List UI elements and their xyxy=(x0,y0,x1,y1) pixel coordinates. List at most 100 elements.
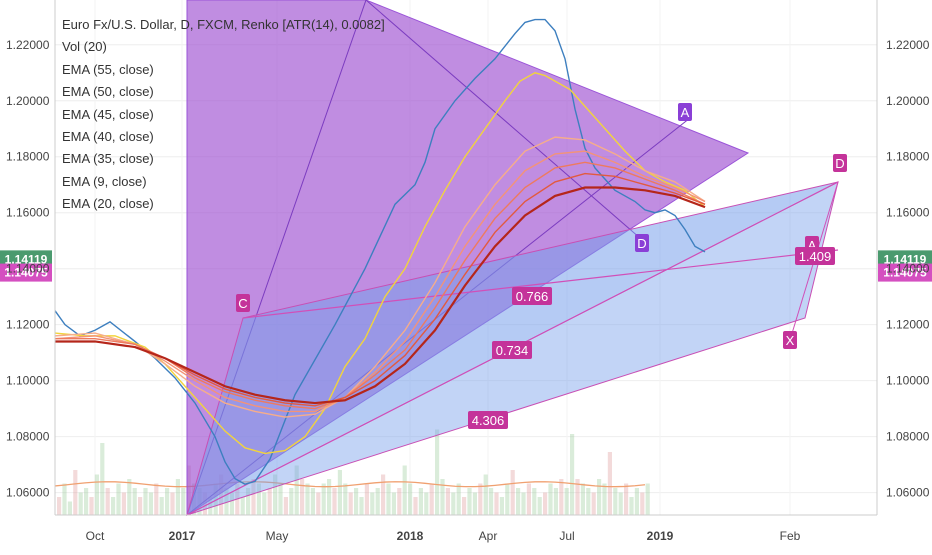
volume-bar xyxy=(332,488,337,515)
pattern-label: D xyxy=(835,156,844,171)
volume-bar xyxy=(300,479,305,515)
volume-bar xyxy=(316,492,321,515)
volume-bar xyxy=(111,497,116,515)
x-tick-label: Oct xyxy=(86,529,105,543)
volume-bar xyxy=(246,488,251,515)
x-tick-label: Jul xyxy=(559,529,574,543)
x-tick-label: 2018 xyxy=(397,529,424,543)
volume-bar xyxy=(397,488,402,515)
volume-bar xyxy=(310,488,315,515)
volume-bar xyxy=(127,479,132,515)
volume-bar xyxy=(116,483,121,515)
volume-bar xyxy=(483,474,488,515)
pattern-label-box xyxy=(468,411,508,429)
pattern-label: C xyxy=(238,296,247,311)
volume-bar xyxy=(467,488,472,515)
volume-bar xyxy=(543,492,548,515)
volume-bar xyxy=(348,492,353,515)
volume-bar xyxy=(526,483,531,515)
volume-bar xyxy=(618,492,623,515)
volume-bar xyxy=(532,488,537,515)
pattern-label-box xyxy=(492,341,532,359)
volume-bar xyxy=(321,483,326,515)
volume-bar xyxy=(262,492,267,515)
volume-bar xyxy=(170,492,175,515)
pattern-label: A xyxy=(808,238,817,253)
volume-bar xyxy=(640,492,645,515)
series-line xyxy=(54,150,706,413)
pattern-label-box xyxy=(236,294,250,312)
volume-bar xyxy=(413,497,418,515)
volume-bar xyxy=(478,483,483,515)
y-tick-label-right: 1.08000 xyxy=(886,430,930,444)
volume-bar xyxy=(575,479,580,515)
y-tick-label-right: 1.06000 xyxy=(886,486,930,500)
volume-bar xyxy=(89,497,94,515)
y-tick-label-right: 1.14000 xyxy=(886,262,930,276)
legend-item-ema-50: EMA (50, close) xyxy=(62,84,154,100)
pattern-label-box xyxy=(512,287,552,305)
series-line xyxy=(55,172,706,407)
volume-bar xyxy=(229,492,234,515)
legend-item-ema-20: EMA (20, close) xyxy=(62,196,154,212)
y-tick-label-left: 1.18000 xyxy=(6,150,50,164)
series-line xyxy=(54,72,706,455)
volume-bar xyxy=(516,488,521,515)
y-tick-label-left: 1.12000 xyxy=(6,318,50,332)
volume-bar xyxy=(602,483,607,515)
volume-bar xyxy=(391,492,396,515)
volume-bar xyxy=(559,479,564,515)
volume-bar xyxy=(597,479,602,515)
volume-bar xyxy=(451,492,456,515)
price-tag-right xyxy=(878,263,932,282)
x-tick-label: Apr xyxy=(479,529,498,543)
y-tick-label-left: 1.16000 xyxy=(6,206,50,220)
volume-bar xyxy=(586,488,591,515)
volume-bar xyxy=(402,465,407,515)
volume-bar xyxy=(73,470,78,515)
volume-bar xyxy=(283,497,288,515)
volume-bar xyxy=(375,488,380,515)
y-tick-label-left: 1.20000 xyxy=(6,94,50,108)
volume-bar xyxy=(359,497,364,515)
legend-item-ema-45: EMA (45, close) xyxy=(62,106,154,122)
pattern-label-box xyxy=(795,247,835,265)
volume-bar xyxy=(100,443,105,515)
volume-bar xyxy=(370,492,375,515)
series-line xyxy=(54,18,706,485)
volume-bar xyxy=(440,479,445,515)
volume-bar xyxy=(154,483,159,515)
legend-item-vol: Vol (20) xyxy=(62,39,107,55)
y-tick-label-right: 1.10000 xyxy=(886,374,930,388)
y-tick-label-left: 1.22000 xyxy=(6,38,50,52)
volume-bar xyxy=(564,488,569,515)
pattern-label: X xyxy=(786,333,795,348)
pattern-label-box xyxy=(833,154,847,172)
price-tag-right-label: 1.14119 xyxy=(884,252,927,266)
volume-bar xyxy=(294,465,299,515)
legend-item-ema-55: EMA (55, close) xyxy=(62,61,154,77)
y-tick-label-right: 1.20000 xyxy=(886,94,930,108)
volume-bar xyxy=(78,492,83,515)
volume-bar xyxy=(278,483,283,515)
price-tag-left-label: 1.14119 xyxy=(5,252,48,266)
volume-bar xyxy=(472,492,477,515)
pattern-label: A xyxy=(681,105,690,120)
volume-bar xyxy=(305,483,310,515)
volume-bar xyxy=(429,483,434,515)
volume-bar xyxy=(84,488,89,515)
volume-bar xyxy=(645,483,650,515)
volume-bar xyxy=(132,488,137,515)
y-tick-label-left: 1.06000 xyxy=(6,486,50,500)
chart-title: Euro Fx/U.S. Dollar, D, FXCM, Renko [ATR… xyxy=(62,17,385,32)
volume-bar xyxy=(105,488,110,515)
volume-bar xyxy=(148,492,153,515)
series-line xyxy=(54,136,706,418)
y-tick-label-left: 1.14000 xyxy=(6,262,50,276)
volume-bar xyxy=(613,488,618,515)
legend-item-ema-9: EMA (9, close) xyxy=(62,173,147,189)
volume-bar xyxy=(240,497,245,515)
volume-bar xyxy=(456,483,461,515)
